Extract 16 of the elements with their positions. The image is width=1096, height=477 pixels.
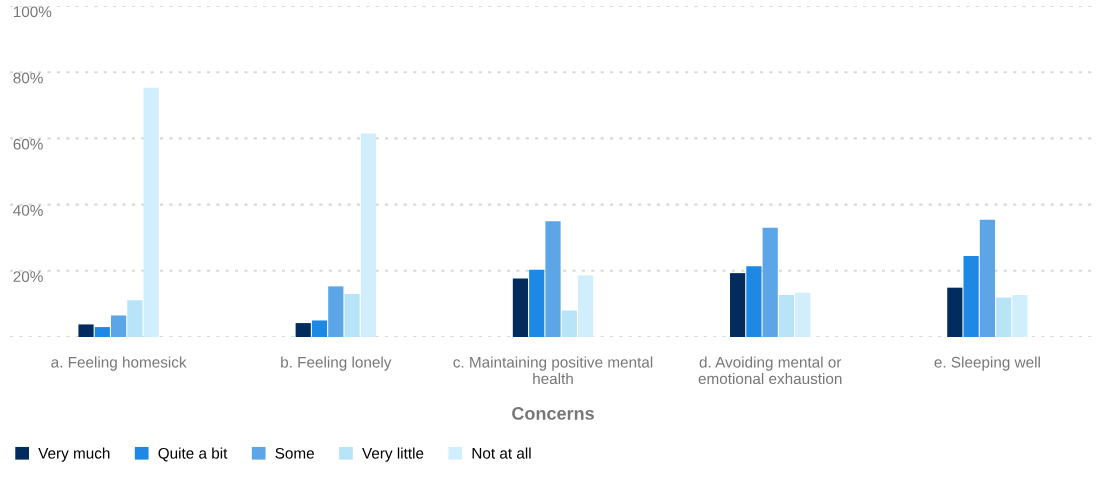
x-tick-label: d. Avoiding mental or emotional exhaustion	[698, 356, 842, 385]
legend-label: Very little	[362, 447, 424, 462]
x-tick-label: b. Feeling lonely	[281, 356, 392, 371]
legend-label: Quite a bit	[158, 447, 228, 462]
x-tick-label: c. Maintaining positive mental health	[453, 356, 653, 385]
x-tick-label: e. Sleeping well	[934, 356, 1040, 371]
x-tick-label: a. Feeling homesick	[51, 356, 187, 371]
legend-label: Some	[275, 447, 314, 459]
y-tick-label: 40%	[13, 205, 43, 216]
y-tick-label: 80%	[13, 72, 43, 84]
legend-label: Not at all	[472, 447, 531, 459]
y-tick-label: 20%	[13, 271, 43, 283]
x-axis-title: Concerns	[512, 407, 594, 420]
y-tick-label: 100%	[13, 6, 52, 18]
y-tick-label: 60%	[13, 138, 43, 150]
legend-label: Very much	[38, 447, 110, 462]
